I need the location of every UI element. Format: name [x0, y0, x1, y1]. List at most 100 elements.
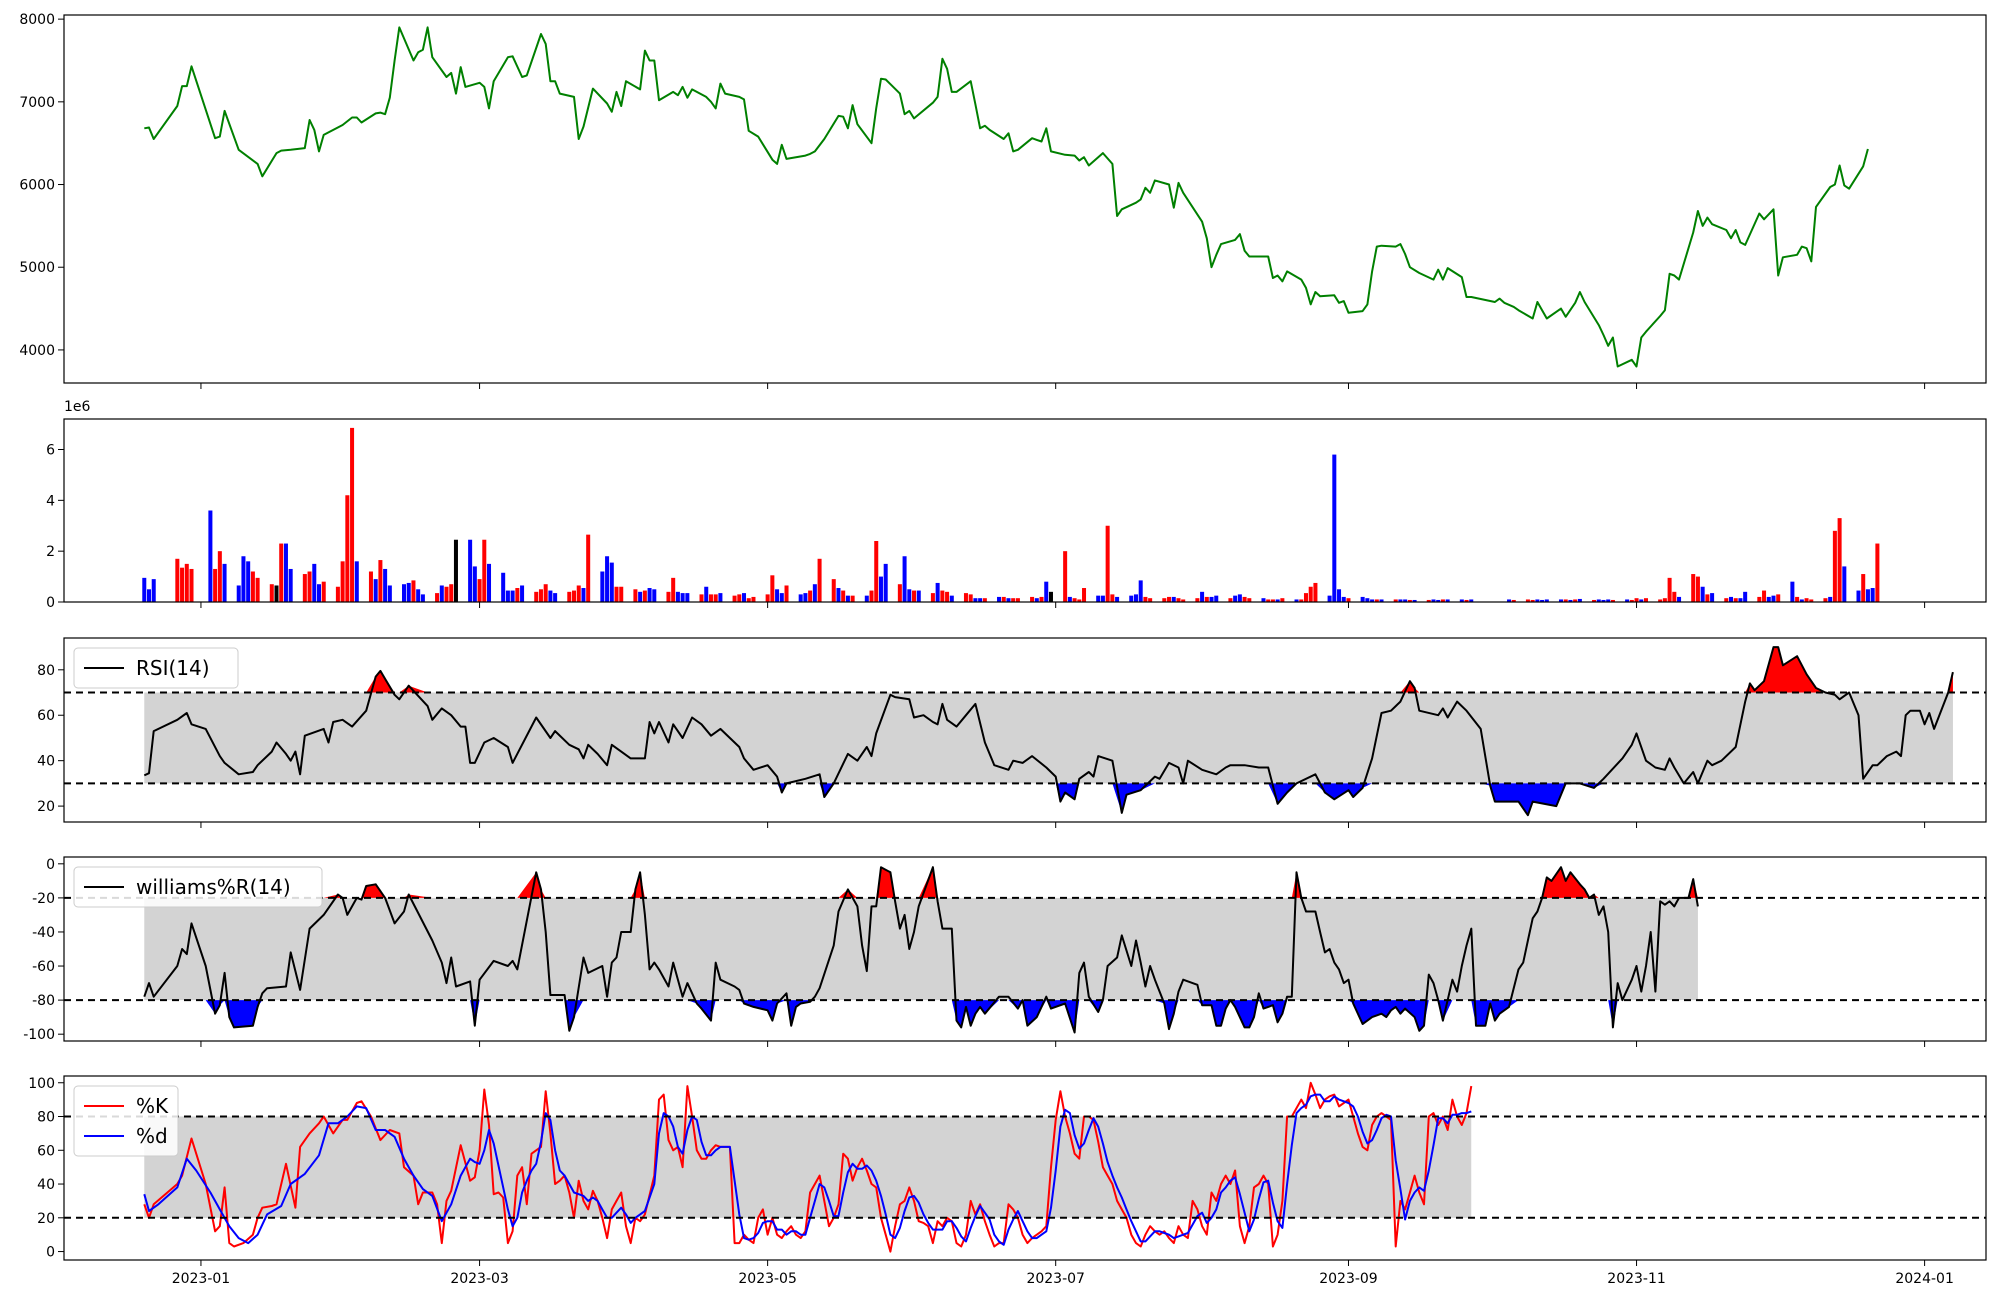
volume-bar — [250, 571, 255, 602]
volume-bar — [1063, 551, 1068, 602]
volume-bar — [288, 568, 293, 602]
y-tick-label: 8000 — [19, 12, 55, 28]
volume-bar — [1176, 598, 1181, 602]
y-tick-label: -20 — [32, 891, 55, 907]
legend-label: %d — [136, 1124, 168, 1148]
volume-bar — [1200, 591, 1205, 602]
volume-bar — [1643, 598, 1648, 602]
volume-bar — [1332, 454, 1337, 602]
volume-bar — [751, 596, 756, 602]
series-line-1 — [143, 1081, 1473, 1253]
volume-bar — [1865, 589, 1870, 602]
volume-bar — [1667, 577, 1672, 602]
volume-bar — [335, 586, 340, 602]
volume-bar — [836, 588, 841, 602]
volume-bar — [916, 590, 921, 602]
volume-bar — [1795, 596, 1800, 602]
volume-bar — [982, 598, 987, 602]
volume-bar — [142, 577, 147, 602]
volume-bar — [1459, 599, 1464, 602]
volume-bar — [241, 556, 246, 602]
volume-bar — [1148, 598, 1153, 602]
volume-bar — [501, 572, 506, 602]
volume-bar — [1804, 598, 1809, 602]
panel-frame — [63, 418, 1987, 603]
volume-bar — [1870, 588, 1875, 602]
volume-bar — [784, 585, 789, 602]
volume-bar — [180, 567, 185, 602]
volume-bar — [1270, 599, 1275, 602]
volume-bar — [605, 556, 610, 602]
volume-bar — [1374, 599, 1379, 602]
volume-bar — [1530, 599, 1535, 602]
y-tick-label: 40 — [37, 754, 55, 770]
volume-bar — [1299, 599, 1304, 602]
volume-bar — [1766, 596, 1771, 602]
volume-bar — [1209, 596, 1214, 602]
volume-bar — [581, 588, 586, 602]
volume-bar — [1540, 599, 1545, 602]
volume-bar — [1639, 599, 1644, 602]
volume-bar — [817, 558, 822, 602]
volume-bar — [1370, 599, 1375, 602]
panel-frame — [63, 637, 1987, 823]
volume-bar — [1138, 580, 1143, 602]
volume-bar — [1096, 595, 1101, 602]
volume-bar — [1525, 599, 1530, 602]
volume-bar — [930, 593, 935, 602]
volume-bar — [1327, 595, 1332, 602]
volume-bar — [146, 589, 152, 602]
volume-bar — [354, 561, 359, 602]
volume-bar — [373, 579, 378, 602]
volume-bar — [383, 568, 388, 602]
volume-bar — [1294, 599, 1299, 602]
volume-bar — [368, 571, 373, 602]
volume-bar — [1861, 574, 1866, 602]
volume-bar — [1606, 599, 1611, 602]
plot-area — [144, 26, 1869, 368]
volume-bar — [1181, 599, 1186, 602]
volume-bar — [1115, 596, 1120, 602]
y-tick-label: -80 — [32, 993, 55, 1009]
volume-bar — [487, 563, 492, 602]
volume-bar — [1733, 598, 1738, 602]
volume-bar — [1100, 595, 1105, 602]
legend-label: %K — [136, 1094, 169, 1118]
volume-bar — [1133, 594, 1138, 602]
volume-bar — [647, 588, 652, 602]
y-tick-label: -40 — [32, 925, 55, 941]
plot-area — [143, 866, 1699, 1034]
volume-bar — [1233, 595, 1238, 602]
y-tick-label: 6000 — [19, 178, 55, 194]
volume-bar — [1365, 598, 1370, 602]
volume-bar — [1440, 599, 1445, 602]
volume-bar — [350, 427, 355, 602]
volume-bar — [642, 590, 647, 602]
volume-bar — [1695, 576, 1700, 602]
volume-bar — [1403, 599, 1408, 602]
volume-bar — [1266, 599, 1271, 602]
volume-bar — [217, 551, 222, 602]
volume-bar — [1469, 599, 1474, 602]
volume-bar — [883, 563, 888, 602]
volume-bar — [520, 585, 525, 602]
plot-area — [143, 646, 1954, 817]
volume-bar — [1204, 596, 1209, 602]
volume-bar — [472, 566, 477, 602]
y-tick-label: 2 — [46, 544, 55, 560]
y-tick-label: 100 — [28, 1076, 55, 1092]
volume-bar — [770, 575, 775, 602]
volume-bar — [732, 595, 737, 602]
volume-bar — [572, 590, 577, 602]
volume-bar — [1573, 599, 1578, 602]
y-tick-label: -60 — [32, 959, 55, 975]
volume-bar — [1143, 596, 1148, 602]
volume-bar — [675, 591, 680, 602]
volume-bar — [808, 590, 813, 602]
volume-bar — [1346, 598, 1351, 602]
volume-bar — [406, 582, 411, 602]
panel-1: 4000 5000 6000 7000 8000 — [19, 12, 1987, 389]
volume-bar — [803, 593, 808, 602]
volume-bar — [619, 586, 624, 602]
y-tick-label: 80 — [37, 1110, 55, 1126]
